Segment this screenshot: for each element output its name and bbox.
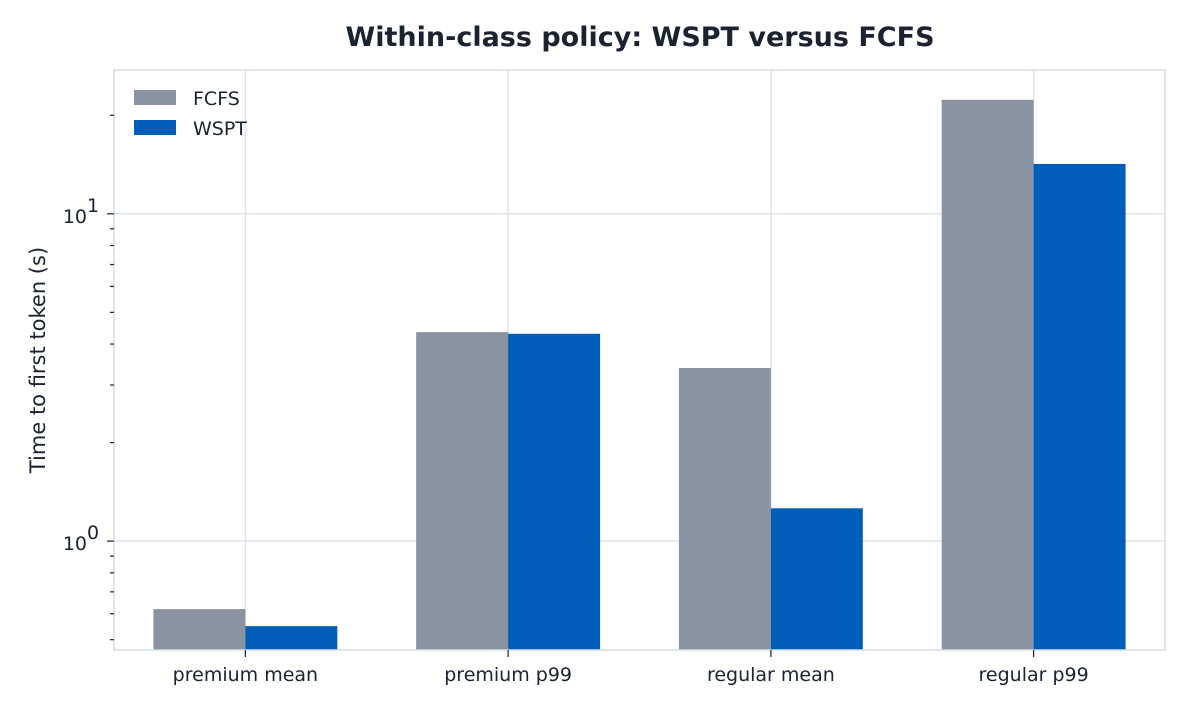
legend-label-fcfs: FCFS bbox=[193, 88, 240, 110]
bar-wspt-2 bbox=[770, 508, 863, 650]
x-tick-label: regular p99 bbox=[979, 664, 1089, 686]
x-tick-label: premium mean bbox=[173, 664, 318, 686]
bar-fcfs-3 bbox=[941, 99, 1034, 650]
bar-fcfs-1 bbox=[416, 332, 509, 650]
x-tick-label: regular mean bbox=[707, 664, 835, 686]
legend-swatch-fcfs bbox=[134, 90, 176, 105]
axes: premium mean premium p99 regular mean regul… bbox=[63, 114, 1089, 686]
bar-fcfs-2 bbox=[678, 368, 771, 650]
bar-wspt-3 bbox=[1033, 163, 1126, 650]
bar-wspt-0 bbox=[245, 626, 338, 650]
y-tick-exponent: 0 bbox=[87, 522, 99, 544]
bar-wspt-1 bbox=[508, 333, 601, 650]
chart-title: Within-class policy: WSPT versus FCFS bbox=[345, 22, 934, 53]
y-axis-label: Time to first token (s) bbox=[26, 247, 50, 474]
y-tick-exponent: 1 bbox=[87, 195, 99, 217]
plot-frame bbox=[113, 69, 1166, 651]
bars bbox=[153, 99, 1126, 650]
legend-label-wspt: WSPT bbox=[193, 118, 247, 140]
legend: FCFS WSPT bbox=[134, 88, 247, 140]
x-tick-label: premium p99 bbox=[444, 664, 572, 686]
bar-fcfs-0 bbox=[153, 609, 246, 650]
y-tick-label: 10 bbox=[63, 206, 87, 228]
y-tick-label: 10 bbox=[63, 533, 87, 555]
legend-swatch-wspt bbox=[134, 120, 176, 135]
